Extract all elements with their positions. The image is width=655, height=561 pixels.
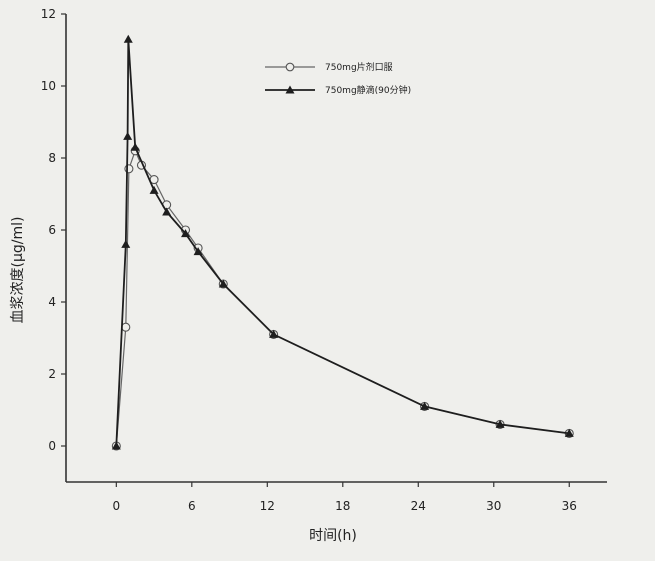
x-tick-label: 18: [335, 499, 350, 513]
legend-item-oral: 750mg片剂口服: [265, 61, 393, 73]
x-tick-label: 24: [411, 499, 426, 513]
series-layer: [111, 34, 574, 451]
iv-data-point: [193, 247, 203, 256]
x-tick-label: 36: [562, 499, 577, 513]
legend-circle-marker: [285, 62, 295, 72]
iv-data-point: [420, 401, 430, 410]
iv-data-point: [123, 34, 133, 43]
y-tick-label: 2: [48, 367, 56, 381]
y-tick-label: 4: [48, 295, 56, 309]
x-tick-label: 30: [486, 499, 501, 513]
iv-data-point: [149, 185, 159, 194]
iv-data-point: [181, 229, 191, 238]
iv-data-point: [111, 441, 121, 450]
axes: [65, 14, 607, 483]
iv-data-point: [218, 279, 228, 288]
legend-item-iv: 750mg静滴(90分钟): [265, 84, 411, 96]
legend-label-oral: 750mg片剂口服: [325, 61, 393, 73]
y-axis-label: 血浆浓度(μg/ml): [10, 217, 26, 324]
y-tick-label: 12: [41, 7, 56, 21]
y-tick-label: 0: [48, 439, 56, 453]
oral-series-line: [115, 149, 570, 447]
iv-data-point: [162, 207, 172, 216]
iv-series-line: [115, 39, 570, 447]
legend-triangle-marker: [285, 85, 295, 94]
y-ticks: 0 2 4 6 8 10 12: [41, 7, 66, 453]
y-tick-label: 8: [48, 151, 56, 165]
iv-data-point: [130, 142, 140, 151]
x-ticks: 0 6 12 18 24 30 36: [113, 482, 577, 513]
y-tick-label: 10: [41, 79, 56, 93]
iv-data-point: [495, 419, 505, 428]
iv-data-point: [121, 239, 131, 248]
iv-data-point: [123, 131, 133, 140]
oral-data-point: [124, 164, 134, 174]
x-axis-label: 时间(h): [309, 528, 357, 544]
iv-data-point: [564, 428, 574, 437]
x-tick-label: 6: [188, 499, 196, 513]
iv-data-point: [269, 329, 279, 338]
oral-data-point: [121, 322, 131, 332]
x-tick-label: 12: [260, 499, 275, 513]
legend-label-iv: 750mg静滴(90分钟): [325, 84, 411, 96]
legend: 750mg片剂口服 750mg静滴(90分钟): [265, 61, 411, 96]
x-tick-label: 0: [113, 499, 121, 513]
y-tick-label: 6: [48, 223, 56, 237]
